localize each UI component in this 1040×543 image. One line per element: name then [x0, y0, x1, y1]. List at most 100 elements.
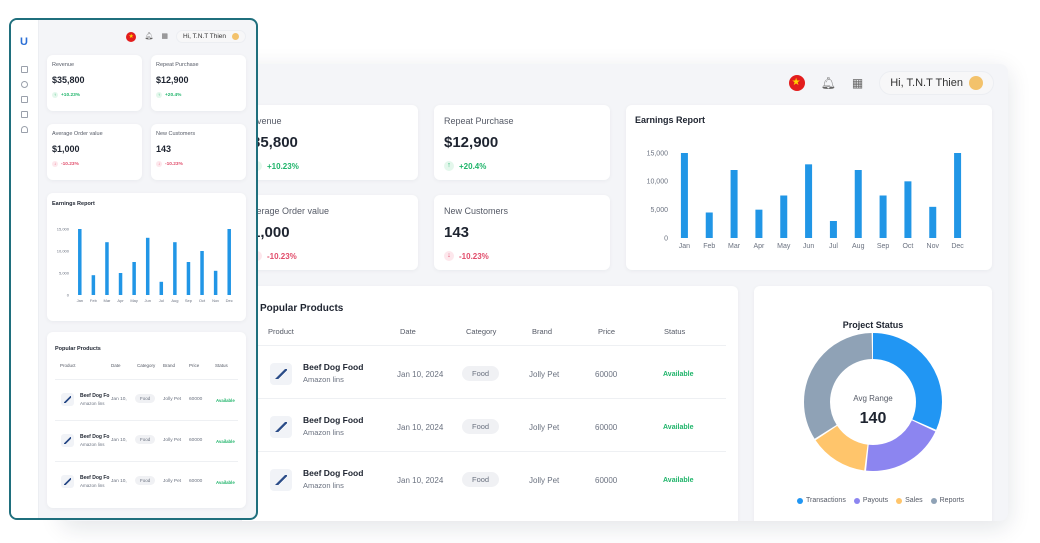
vietnam-flag-icon[interactable] — [788, 75, 805, 91]
y-tick-label: 15,000 — [57, 226, 70, 231]
bar — [929, 206, 937, 238]
user-greeting[interactable]: Hi, T.N.T Thien — [879, 71, 994, 95]
stat-value: $12,900 — [444, 134, 499, 151]
stat-delta: ↓-10.23% — [156, 161, 183, 167]
product-source: Amazon lins — [80, 442, 105, 447]
grid-icon[interactable]: ▦ — [161, 33, 168, 40]
category-pill: Food — [135, 435, 156, 444]
bar — [91, 275, 96, 295]
vietnam-flag-icon[interactable] — [126, 31, 137, 42]
category-pill: Food — [135, 476, 156, 485]
product-thumbnail — [270, 363, 292, 385]
donut-legend: Transactions Payouts Sales Reports — [797, 497, 964, 504]
stat-card-new-customers: New Customers 143 ↓ -10.23% — [151, 124, 246, 180]
bar — [730, 170, 738, 238]
product-thumbnail — [61, 434, 74, 447]
sidebar-item-analytics-icon[interactable] — [21, 81, 28, 88]
legend-item: Transactions — [797, 497, 846, 504]
grid-icon[interactable]: ▦ — [851, 76, 864, 90]
bar — [780, 195, 788, 238]
x-tick-label: Dec — [951, 243, 964, 250]
product-brand: Jolly Pet — [529, 476, 560, 485]
sidebar-item-orders-icon[interactable] — [21, 96, 28, 103]
legend-dot — [853, 497, 860, 504]
product-price: 60000 — [189, 397, 203, 402]
bar — [159, 281, 164, 295]
table-row[interactable]: Beef Dog Fo Amazon lins Jan 10, Food Joll… — [55, 461, 238, 501]
x-tick-label: Nov — [212, 298, 219, 303]
product-price: 60000 — [189, 438, 203, 443]
bar — [829, 221, 837, 238]
logo-icon[interactable]: U — [20, 36, 28, 48]
x-tick-label: Apr — [117, 298, 124, 303]
stat-card-repeat-purchase: Repeat Purchase $12,900 ↑ +20.4% — [151, 55, 246, 111]
stat-card-new-customers: New Customers 143 ↓ -10.23% — [434, 195, 610, 270]
product-thumbnail — [61, 475, 74, 488]
bar — [755, 209, 763, 238]
stat-delta: ↓-10.23% — [52, 161, 79, 167]
x-tick-label: Jun — [144, 298, 150, 303]
x-tick-label: Apr — [753, 243, 765, 250]
stat-delta: ↑ +20.4% — [156, 92, 182, 98]
col-header: Price — [189, 363, 200, 368]
stat-card-repeat-purchase: Repeat Purchase $12,900 ↑ +20.4% — [434, 105, 610, 180]
stat-label: Average Order value — [52, 131, 103, 137]
product-source: Amazon lins — [303, 428, 344, 437]
legend-dot — [797, 497, 803, 504]
product-price: 60000 — [189, 479, 203, 484]
greeting-text: Hi, T.N.T Thien — [890, 77, 963, 89]
product-name: Beef Dog Fo — [80, 475, 110, 481]
category-pill: Food — [135, 394, 156, 403]
col-header: Product — [268, 327, 294, 336]
table-row[interactable]: Beef Dog Food Amazon lins Jan 10, 2024 Fo… — [242, 451, 726, 504]
sidebar-item-products-icon[interactable] — [21, 111, 28, 118]
avatar — [969, 76, 983, 90]
stat-card-average-order: verage Order value 1,000 ↓-10.23% — [242, 195, 418, 270]
product-source: Amazon lins — [80, 401, 105, 406]
table-row[interactable]: Beef Dog Fo Amazon lins Jan 10, Food Joll… — [55, 420, 238, 460]
stat-delta: ↓-10.23% — [252, 251, 329, 261]
x-tick-label: May — [130, 298, 138, 303]
bar — [105, 242, 109, 295]
table-row[interactable]: Beef Dog Food Amazon lins Jan 10, 2024 Fo… — [242, 345, 726, 398]
status-badge: Available — [216, 480, 235, 485]
stat-label: Repeat Purchase — [156, 62, 199, 68]
stat-value: 1,000 — [252, 224, 290, 241]
status-badge: Available — [216, 439, 235, 444]
bell-icon[interactable]: 🔔︎ — [820, 76, 836, 90]
col-header: Product — [60, 363, 76, 368]
category-pill: Food — [462, 472, 500, 487]
table-row[interactable]: Beef Dog Food Amazon lins Jan 10, 2024 Fo… — [242, 398, 726, 451]
bell-icon[interactable]: 🔔︎ — [144, 33, 154, 40]
legend-dot — [896, 497, 903, 504]
bar — [227, 229, 231, 295]
y-tick-label: 5,000 — [59, 270, 70, 275]
product-brand: Jolly Pet — [529, 370, 560, 379]
mobile-dashboard-preview: U 🔔︎ ▦ Hi, T.N.T Thien Revenue $35,800 ↑… — [9, 18, 258, 520]
y-tick-label: 0 — [67, 292, 70, 297]
product-name: Beef Dog Fo — [80, 393, 110, 399]
status-badge: Available — [216, 398, 235, 403]
bar — [118, 273, 123, 295]
products-title: Popular Products — [260, 303, 344, 314]
stat-value: 143 — [444, 224, 470, 241]
legend-item: Payouts — [853, 497, 888, 504]
arrow-down-icon: ↓ — [156, 161, 162, 167]
bar — [145, 237, 150, 295]
arrow-up-icon: ↑ — [156, 92, 162, 98]
col-header: Date — [400, 327, 416, 336]
sidebar-item-dashboard-icon[interactable] — [21, 66, 28, 73]
legend-dot — [930, 497, 937, 504]
arrow-up-icon: ↑ — [444, 161, 454, 171]
user-greeting[interactable]: Hi, T.N.T Thien — [176, 30, 246, 43]
col-header: Category — [466, 327, 497, 336]
product-brand: Jolly Pet — [163, 397, 182, 402]
sidebar: U — [11, 20, 39, 518]
status-badge: Available — [663, 477, 694, 484]
col-header: Brand — [532, 327, 553, 336]
stat-label: verage Order value — [252, 206, 330, 216]
x-tick-label: Feb — [90, 298, 98, 303]
product-source: Amazon lins — [303, 481, 344, 490]
sidebar-item-users-icon[interactable] — [21, 126, 28, 133]
table-row[interactable]: Beef Dog Fo Amazon lins Jan 10, Food Joll… — [55, 379, 238, 419]
